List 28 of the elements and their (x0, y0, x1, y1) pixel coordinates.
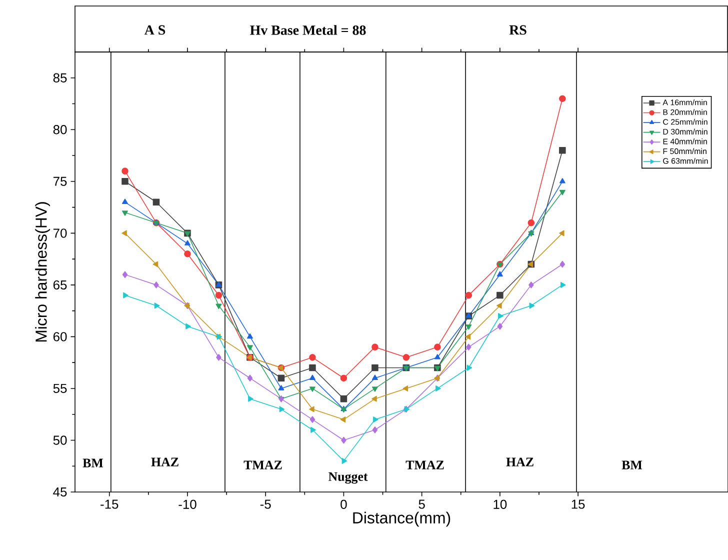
annotation: Nugget (328, 472, 368, 484)
y-tick-label: 70 (53, 228, 67, 238)
y-tick-label: 50 (53, 436, 67, 445)
annotation: HAZ (506, 458, 534, 466)
y-axis-title: Micro hardness(HV) (35, 202, 50, 342)
x-tick-label: -10 (178, 500, 196, 509)
x-axis-title: Distance(mm) (353, 512, 450, 527)
annotation: TMAZ (406, 460, 444, 470)
x-tick-label: 5 (418, 500, 425, 509)
y-tick-label: 55 (53, 384, 67, 393)
y-tick-label: 80 (53, 125, 67, 134)
y-tick-label: 45 (53, 487, 67, 497)
y-tick-label: 65 (53, 280, 67, 290)
x-tick-label: -15 (100, 500, 118, 509)
annotation: TMAZ (244, 460, 282, 470)
annotation: BM (622, 460, 642, 470)
text: RS (509, 25, 526, 35)
y-tick-label: 85 (53, 73, 67, 82)
annotation: BM (82, 458, 104, 468)
x-tick-label: 15 (572, 500, 585, 509)
annotation: HAZ (151, 458, 178, 466)
y-tick-label: 60 (53, 332, 67, 342)
text: Hv Base Metal = 88 (250, 25, 366, 35)
x-tick-label: 10 (494, 500, 507, 509)
x-tick-label: 0 (340, 500, 347, 509)
y-tick-label: 75 (53, 176, 67, 186)
x-tick-label: -5 (260, 500, 271, 509)
text: A S (144, 25, 166, 35)
